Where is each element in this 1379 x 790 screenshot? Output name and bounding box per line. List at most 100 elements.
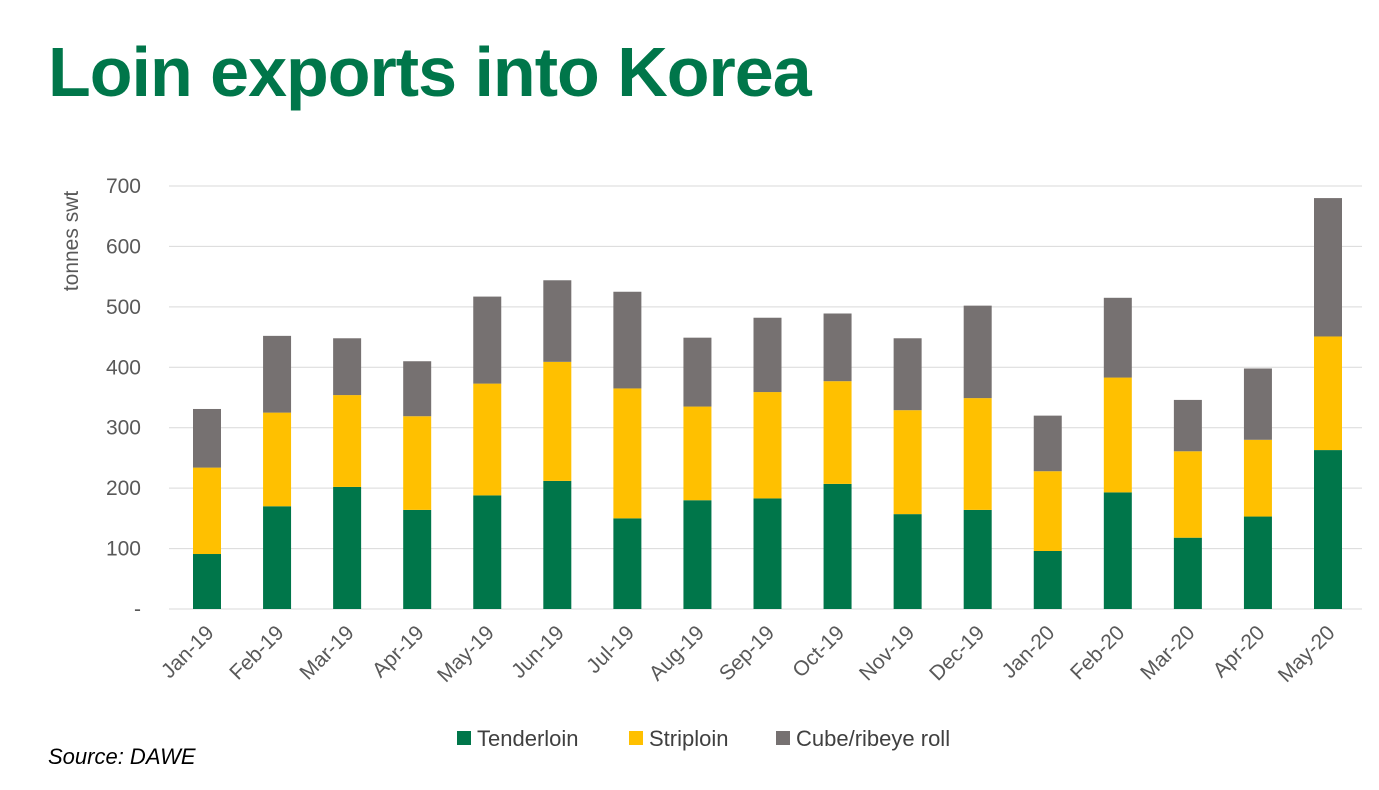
x-tick-label: Jan-20 bbox=[998, 621, 1060, 683]
legend-item: Cube/ribeye roll bbox=[776, 726, 950, 751]
bar-tenderloin bbox=[893, 514, 922, 609]
bar-cube-ribeye-roll bbox=[333, 338, 362, 396]
x-tick-label: Oct-19 bbox=[788, 621, 849, 682]
y-axis-ticks: - 100 200 300 400 500 600 700 bbox=[106, 175, 141, 621]
y-tick-label: 100 bbox=[106, 538, 141, 561]
bar-striploin bbox=[1173, 451, 1202, 538]
bar-cube-ribeye-roll bbox=[403, 361, 432, 417]
bar-cube-ribeye-roll bbox=[1173, 399, 1202, 452]
bar-stack bbox=[1243, 368, 1272, 609]
bar-tenderloin bbox=[263, 506, 292, 609]
bar-stack bbox=[543, 280, 572, 609]
x-tick-label: Dec-19 bbox=[925, 621, 989, 685]
bar-striploin bbox=[1243, 439, 1272, 517]
x-tick-label: May-20 bbox=[1274, 621, 1340, 687]
bar-stack bbox=[1314, 198, 1342, 609]
legend-label: Striploin bbox=[649, 726, 728, 751]
x-tick-label: Apr-20 bbox=[1209, 621, 1270, 682]
bar-striploin bbox=[543, 361, 572, 481]
x-tick-label: Mar-19 bbox=[295, 621, 358, 684]
bar-stack bbox=[893, 338, 922, 609]
bar-striploin bbox=[473, 383, 502, 496]
x-tick-label: Nov-19 bbox=[855, 621, 919, 685]
legend-swatch bbox=[776, 731, 790, 745]
bar-tenderloin bbox=[1243, 516, 1272, 609]
source-note: Source: DAWE bbox=[48, 744, 196, 769]
bar-cube-ribeye-roll bbox=[683, 337, 712, 407]
bar-striploin bbox=[1314, 336, 1342, 451]
bar-striploin bbox=[823, 381, 852, 484]
bar-tenderloin bbox=[473, 495, 502, 609]
legend-swatch bbox=[629, 731, 643, 745]
page-title: Loin exports into Korea bbox=[48, 33, 812, 111]
bars bbox=[193, 198, 1342, 609]
bar-striploin bbox=[1033, 471, 1062, 551]
bar-tenderloin bbox=[543, 480, 572, 609]
bar-tenderloin bbox=[823, 483, 852, 609]
legend-label: Tenderloin bbox=[477, 726, 579, 751]
legend: Tenderloin Striploin Cube/ribeye roll bbox=[457, 726, 950, 751]
bar-stack bbox=[1103, 297, 1132, 609]
bar-tenderloin bbox=[193, 554, 221, 609]
bar-stack bbox=[1033, 415, 1062, 609]
bar-stack bbox=[963, 305, 992, 609]
bar-stack bbox=[753, 317, 782, 609]
bar-striploin bbox=[263, 412, 292, 507]
bar-cube-ribeye-roll bbox=[543, 280, 572, 362]
x-tick-label: Jan-19 bbox=[157, 621, 219, 683]
x-tick-label: Feb-19 bbox=[225, 621, 288, 684]
legend-item: Tenderloin bbox=[457, 726, 579, 751]
bar-cube-ribeye-roll bbox=[963, 305, 992, 399]
bar-tenderloin bbox=[333, 486, 362, 609]
bar-striploin bbox=[613, 388, 642, 519]
x-tick-label: Apr-19 bbox=[368, 621, 429, 682]
bar-striploin bbox=[963, 398, 992, 510]
y-tick-label: 600 bbox=[106, 235, 141, 258]
bar-striploin bbox=[193, 467, 221, 555]
bar-cube-ribeye-roll bbox=[473, 296, 502, 384]
bar-cube-ribeye-roll bbox=[613, 291, 642, 389]
bar-striploin bbox=[403, 416, 432, 510]
bar-tenderloin bbox=[403, 509, 432, 609]
bar-tenderloin bbox=[963, 509, 992, 609]
bar-cube-ribeye-roll bbox=[1033, 415, 1062, 472]
x-tick-label: Aug-19 bbox=[645, 621, 709, 685]
legend-label: Cube/ribeye roll bbox=[796, 726, 950, 751]
legend-item: Striploin bbox=[629, 726, 728, 751]
bar-stack bbox=[193, 408, 221, 609]
bar-cube-ribeye-roll bbox=[1243, 368, 1272, 440]
bar-stack bbox=[613, 291, 642, 609]
x-tick-label: May-19 bbox=[433, 621, 499, 687]
bar-striploin bbox=[893, 410, 922, 515]
bar-tenderloin bbox=[1033, 550, 1062, 609]
bar-striploin bbox=[1103, 377, 1132, 493]
bar-cube-ribeye-roll bbox=[193, 408, 221, 468]
y-tick-label: 400 bbox=[106, 356, 141, 379]
y-tick-label: - bbox=[134, 598, 141, 621]
x-axis-ticks: Jan-19 Feb-19 Mar-19 Apr-19 May-19 Jun-19 Jul-… bbox=[157, 621, 1340, 687]
bar-cube-ribeye-roll bbox=[1314, 198, 1342, 337]
y-tick-label: 200 bbox=[106, 477, 141, 500]
bar-stack bbox=[473, 296, 502, 609]
y-axis-title: tonnes swt bbox=[60, 191, 83, 292]
bar-stack bbox=[823, 313, 852, 609]
y-tick-label: 300 bbox=[106, 417, 141, 440]
legend-swatch bbox=[457, 731, 471, 745]
x-tick-label: Sep-19 bbox=[715, 621, 779, 685]
bar-tenderloin bbox=[683, 500, 712, 609]
y-tick-label: 500 bbox=[106, 296, 141, 319]
bar-cube-ribeye-roll bbox=[823, 313, 852, 382]
bar-stack bbox=[683, 337, 712, 609]
y-tick-label: 700 bbox=[106, 175, 141, 198]
x-tick-label: Feb-20 bbox=[1066, 621, 1129, 684]
x-tick-label: Jul-19 bbox=[582, 621, 639, 678]
bar-striploin bbox=[333, 395, 362, 487]
bar-cube-ribeye-roll bbox=[753, 317, 782, 393]
bar-tenderloin bbox=[753, 498, 782, 609]
bar-cube-ribeye-roll bbox=[893, 338, 922, 411]
bar-striploin bbox=[753, 392, 782, 499]
bar-tenderloin bbox=[1103, 492, 1132, 609]
bar-tenderloin bbox=[1314, 450, 1342, 609]
